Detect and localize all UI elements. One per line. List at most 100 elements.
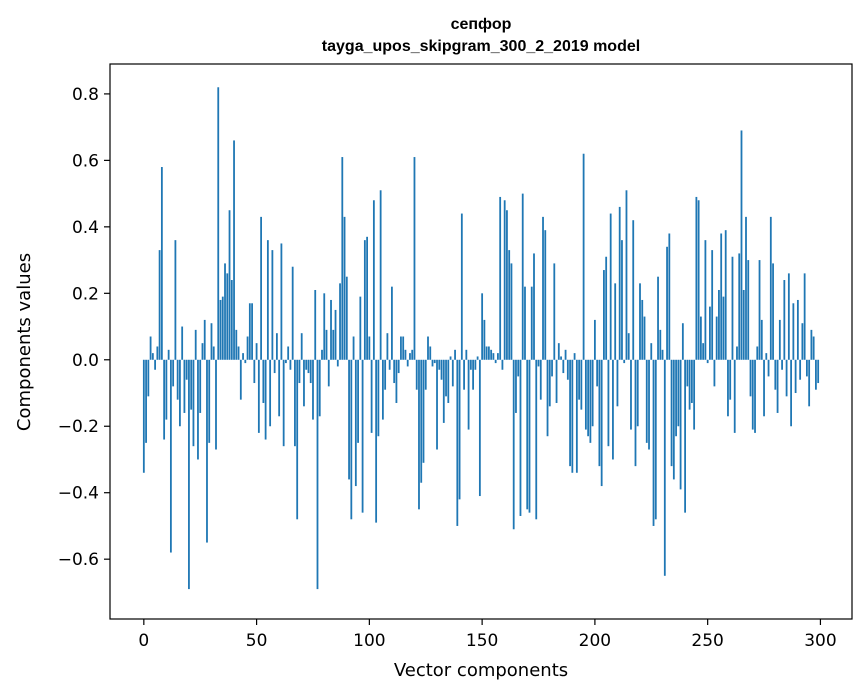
y-tick-label: 0.0 xyxy=(72,351,99,371)
bar xyxy=(490,349,493,360)
bar xyxy=(751,359,754,430)
bar xyxy=(194,329,197,360)
bar xyxy=(625,190,628,360)
bar xyxy=(767,359,770,377)
bar xyxy=(206,359,208,543)
bar xyxy=(436,359,438,450)
bar xyxy=(289,359,292,370)
bar xyxy=(253,359,256,384)
bar xyxy=(287,346,290,360)
bar xyxy=(400,336,402,360)
bar xyxy=(612,359,614,460)
bar xyxy=(427,336,429,360)
bar xyxy=(219,299,222,360)
bar xyxy=(494,359,497,364)
bar xyxy=(607,359,610,447)
bar xyxy=(275,333,278,360)
bar xyxy=(515,359,517,413)
bar xyxy=(478,359,481,497)
bar xyxy=(463,359,465,390)
bar xyxy=(799,359,802,380)
bar xyxy=(404,349,407,360)
x-tick-label: 150 xyxy=(466,631,498,651)
bar xyxy=(458,359,461,500)
bar xyxy=(449,356,452,360)
bar xyxy=(738,253,741,360)
y-tick-label: 0.8 xyxy=(72,85,99,105)
bar xyxy=(654,359,657,520)
bar xyxy=(167,349,170,360)
bar xyxy=(528,359,531,513)
bar xyxy=(472,359,474,390)
y-axis-ticks: −0.6 −0.4 −0.2 0.0 0.2 0.4 0.6 0.8 xyxy=(58,85,110,570)
bar xyxy=(278,359,281,417)
bar xyxy=(598,359,601,467)
bar xyxy=(603,270,605,360)
bar xyxy=(699,316,702,360)
bar xyxy=(465,349,468,360)
bar xyxy=(487,346,490,360)
bar xyxy=(560,356,562,360)
bar xyxy=(363,240,366,360)
bar xyxy=(704,240,707,360)
bar xyxy=(318,359,321,417)
bar xyxy=(309,359,312,384)
bar xyxy=(386,333,389,360)
bar xyxy=(747,260,750,360)
bar xyxy=(384,359,387,390)
bar xyxy=(580,359,583,410)
bar xyxy=(652,359,655,526)
bar xyxy=(217,87,220,360)
bar xyxy=(179,359,181,427)
bar xyxy=(454,349,456,360)
bar xyxy=(303,359,305,407)
bar xyxy=(722,296,725,360)
bar xyxy=(544,230,547,360)
bar xyxy=(411,349,414,360)
bar xyxy=(291,266,294,360)
bar xyxy=(555,359,558,403)
bar xyxy=(817,359,820,384)
bar xyxy=(681,323,684,360)
bar xyxy=(553,263,556,360)
bar xyxy=(569,359,571,467)
bar xyxy=(262,359,265,403)
bar xyxy=(616,359,619,407)
bar xyxy=(695,196,698,360)
bar xyxy=(210,323,213,360)
y-axis-label: Components values xyxy=(14,253,35,431)
bar xyxy=(406,359,409,367)
bar xyxy=(192,359,195,447)
bar xyxy=(693,359,696,430)
bar xyxy=(785,359,788,397)
bar xyxy=(812,336,815,360)
bar xyxy=(248,303,251,360)
bar xyxy=(668,233,671,360)
bar xyxy=(609,213,612,360)
bar xyxy=(359,296,362,360)
bar xyxy=(239,359,242,400)
bar xyxy=(724,230,727,360)
bar xyxy=(578,359,580,400)
bar xyxy=(548,359,551,407)
bar xyxy=(149,336,152,360)
bar xyxy=(740,130,743,360)
bar xyxy=(776,359,779,413)
bar xyxy=(670,359,673,467)
bar xyxy=(246,336,249,360)
bar xyxy=(632,220,635,360)
bar xyxy=(485,346,488,360)
bar xyxy=(181,326,184,360)
bar xyxy=(228,210,231,360)
bar xyxy=(271,250,274,360)
bar xyxy=(803,273,806,360)
bar xyxy=(188,359,190,590)
bar xyxy=(469,359,472,370)
bar xyxy=(323,293,326,360)
bar xyxy=(535,359,538,520)
bar xyxy=(796,299,799,360)
bar xyxy=(501,359,504,370)
bar xyxy=(715,316,718,360)
x-tick-label: 100 xyxy=(353,631,385,651)
